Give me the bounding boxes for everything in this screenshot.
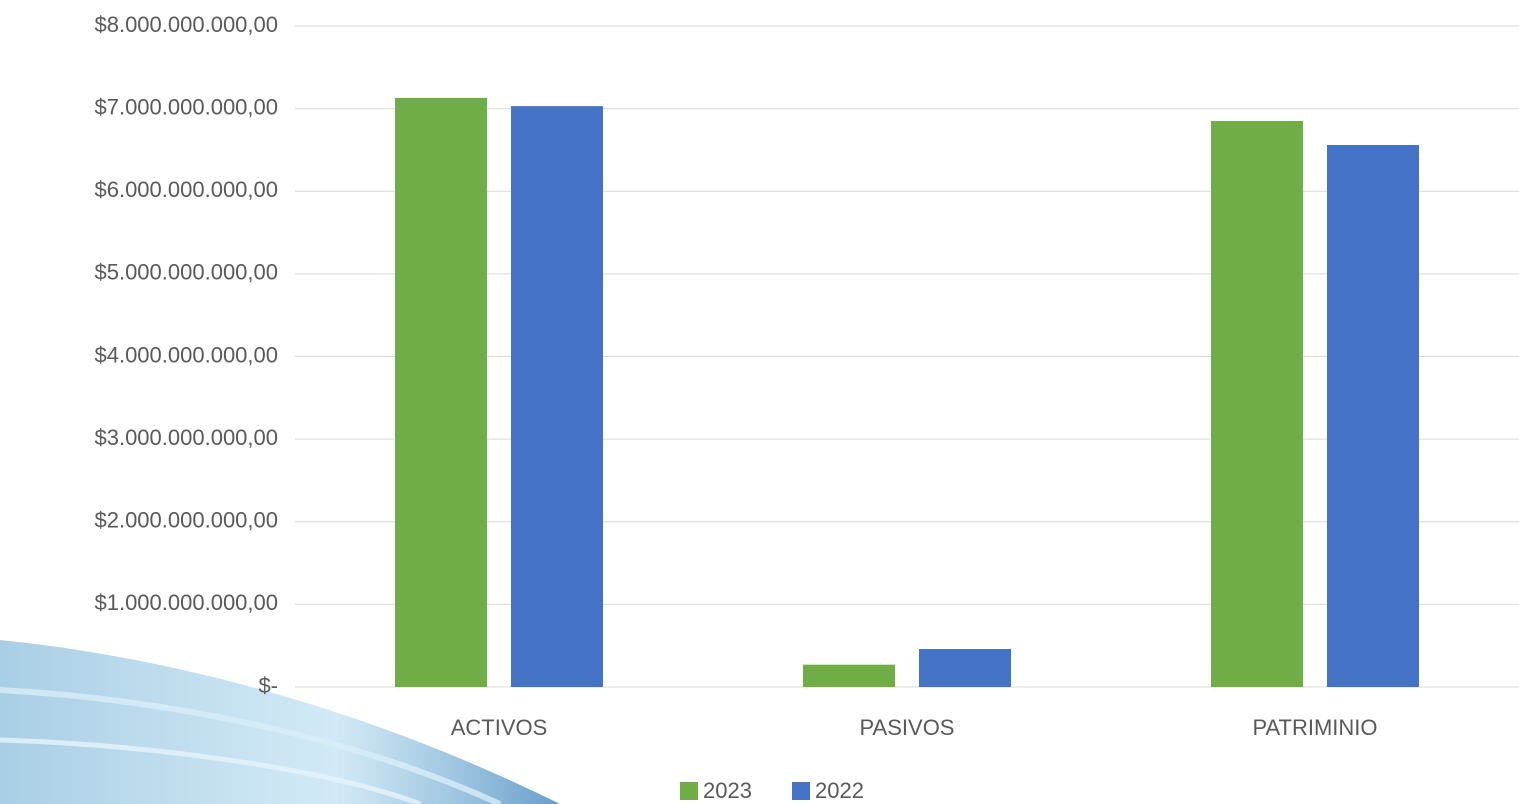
bar	[919, 648, 1011, 687]
y-tick-label: $5.000.000.000,00	[94, 260, 278, 285]
y-tick-label: $1.000.000.000,00	[94, 590, 278, 615]
legend-swatch	[680, 782, 698, 800]
x-tick-label: ACTIVOS	[451, 715, 548, 740]
y-tick-label: $-	[258, 673, 278, 698]
legend-label: 2022	[815, 778, 864, 803]
bar	[1211, 121, 1303, 688]
bar	[1327, 144, 1419, 688]
y-tick-label: $3.000.000.000,00	[94, 425, 278, 450]
y-tick-label: $8.000.000.000,00	[94, 12, 278, 37]
y-tick-label: $2.000.000.000,00	[94, 508, 278, 533]
legend-swatch	[792, 782, 810, 800]
y-tick-label: $7.000.000.000,00	[94, 94, 278, 119]
decoration	[0, 737, 421, 804]
decoration	[0, 687, 502, 804]
x-tick-label: PATRIMINIO	[1252, 715, 1377, 740]
legend-label: 2023	[703, 778, 752, 803]
bar	[803, 664, 895, 687]
bar	[511, 106, 603, 688]
x-tick-label: PASIVOS	[860, 715, 955, 740]
decoration	[0, 640, 560, 804]
y-tick-label: $6.000.000.000,00	[94, 177, 278, 202]
y-tick-label: $4.000.000.000,00	[94, 342, 278, 367]
bar	[395, 97, 487, 688]
